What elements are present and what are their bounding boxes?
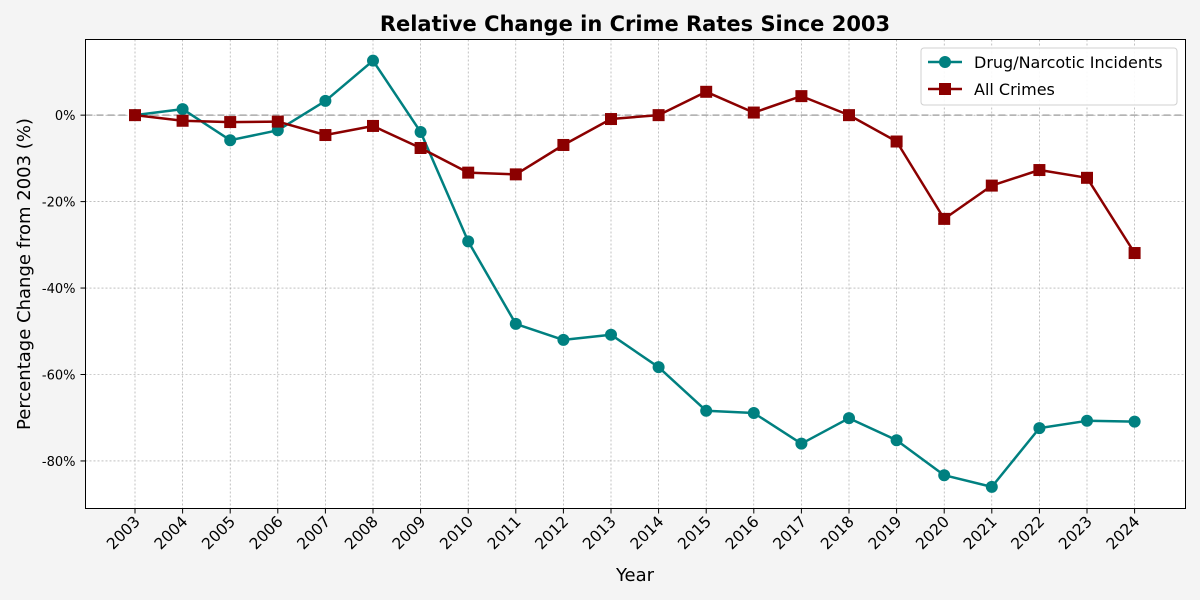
legend-label-drug: Drug/Narcotic Incidents	[974, 53, 1163, 72]
data-point	[224, 116, 237, 129]
data-point	[509, 168, 522, 181]
data-point	[462, 166, 475, 179]
data-point	[985, 480, 998, 493]
legend-box	[920, 47, 1178, 106]
data-point	[1128, 247, 1141, 260]
series-all-crimes	[129, 85, 1141, 260]
data-point	[1033, 422, 1046, 435]
data-point	[176, 114, 189, 127]
data-point	[747, 106, 760, 119]
series-layer	[129, 54, 1141, 493]
y-axis-ticks: 0% -20% -40% -60% -80%	[42, 109, 86, 470]
data-point	[319, 94, 332, 107]
y-axis-label: Percentage Change from 2003 (%)	[14, 118, 35, 430]
y-tick-label: -40%	[42, 282, 76, 297]
data-point	[1128, 415, 1141, 428]
data-point	[414, 141, 427, 154]
data-point	[319, 129, 332, 142]
data-point	[843, 412, 855, 425]
legend: Drug/Narcotic Incidents All Crimes	[920, 47, 1178, 106]
x-axis-label: Year	[615, 565, 655, 586]
data-point	[985, 179, 998, 192]
series-line	[134, 90, 1136, 254]
data-point	[890, 434, 903, 447]
data-point	[1081, 414, 1093, 427]
data-point	[367, 119, 379, 132]
data-point	[795, 437, 808, 450]
data-point	[129, 109, 141, 122]
data-point	[605, 113, 617, 126]
data-point	[224, 134, 237, 147]
data-point	[367, 54, 379, 67]
data-point	[605, 328, 617, 341]
data-point	[1033, 164, 1046, 177]
data-point	[700, 85, 713, 98]
data-point	[557, 333, 570, 346]
y-tick-label: 0%	[55, 109, 76, 124]
legend-marker-all-crimes	[939, 83, 951, 95]
y-tick-label: -60%	[42, 369, 76, 384]
data-point	[557, 138, 570, 151]
data-point	[747, 406, 760, 419]
data-point	[509, 317, 522, 330]
data-point	[843, 109, 855, 122]
data-point	[652, 361, 665, 374]
data-point	[652, 109, 665, 122]
y-tick-label: -20%	[42, 196, 76, 211]
data-point	[700, 404, 713, 417]
plot-frame	[85, 39, 1186, 509]
chart-title: Relative Change in Crime Rates Since 200…	[380, 12, 890, 36]
series-line	[134, 59, 1135, 489]
data-point	[795, 90, 808, 103]
y-tick-label: -80%	[42, 455, 76, 470]
legend-marker-drug	[939, 56, 951, 68]
data-point	[1081, 171, 1093, 184]
data-point	[462, 235, 475, 248]
data-point	[271, 115, 284, 128]
data-point	[176, 103, 189, 116]
plot-area	[85, 39, 1186, 509]
data-point	[938, 469, 951, 482]
data-point	[890, 135, 903, 148]
data-point	[938, 212, 951, 225]
legend-label-all-crimes: All Crimes	[974, 80, 1055, 99]
data-point	[414, 126, 427, 139]
